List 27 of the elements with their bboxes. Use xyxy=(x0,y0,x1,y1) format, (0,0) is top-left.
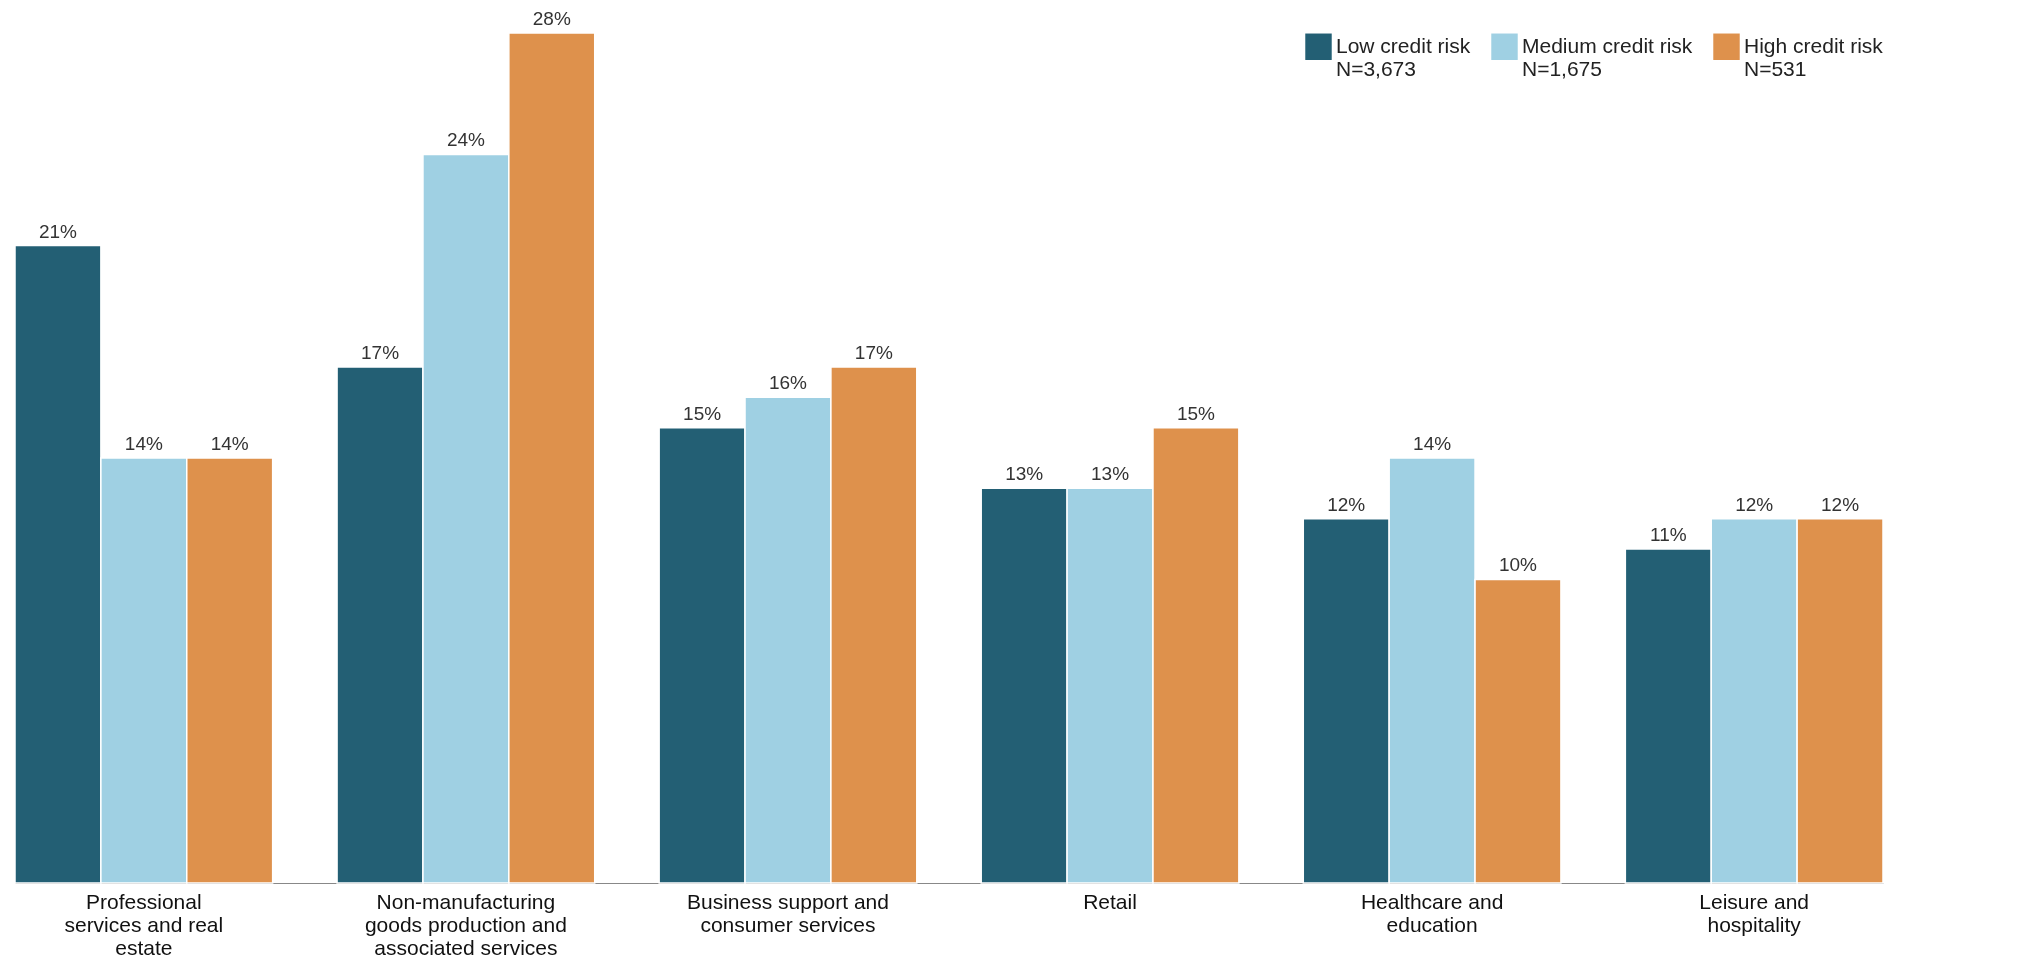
data-label: 21% xyxy=(38,220,78,242)
data-label: 13% xyxy=(1005,463,1044,485)
data-label: 15% xyxy=(1176,402,1216,424)
data-label: 12% xyxy=(1821,493,1860,515)
data-label: 11% xyxy=(1649,524,1687,546)
x-tick-label: Leisure and hospitality xyxy=(1699,889,1810,936)
legend-label: Low credit risk N=3,673 xyxy=(1336,33,1471,80)
data-label: 14% xyxy=(124,433,163,454)
data-label: 14% xyxy=(210,433,249,454)
data-label: 15% xyxy=(683,402,722,424)
data-label: 16% xyxy=(768,372,808,394)
legend-label: Medium credit risk N=1,675 xyxy=(1522,33,1693,80)
data-label: 12% xyxy=(1327,493,1366,515)
data-label: 17% xyxy=(854,341,893,363)
x-tick-label: Business support and consumer services xyxy=(686,889,889,936)
data-label: 10% xyxy=(1498,554,1538,576)
legend-label: High credit risk N=531 xyxy=(1744,33,1884,80)
data-label: 14% xyxy=(1413,433,1452,454)
x-tick-label: Non-manufacturing goods production and associated services xyxy=(364,889,567,959)
data-label: 12% xyxy=(1735,493,1774,515)
data-label: 24% xyxy=(446,129,486,151)
x-tick-label: Retail xyxy=(1083,889,1137,913)
data-label: 28% xyxy=(532,8,571,29)
data-label: 13% xyxy=(1091,463,1130,485)
data-label: 17% xyxy=(361,341,400,363)
x-tick-label: Professional services and real estate xyxy=(64,889,224,959)
x-tick-label: Healthcare and education xyxy=(1360,889,1504,936)
